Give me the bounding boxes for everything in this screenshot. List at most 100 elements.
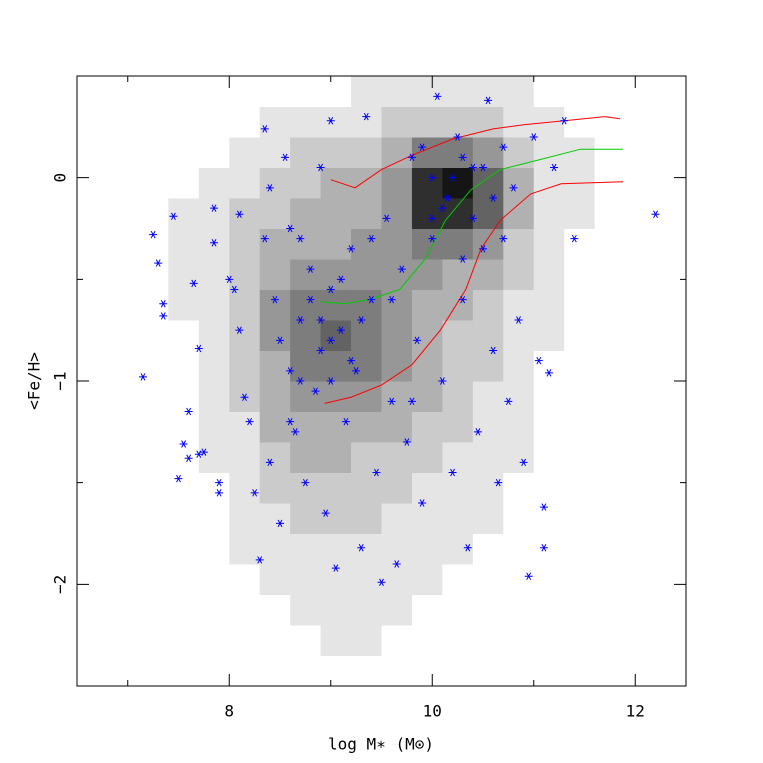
density-cell [381, 625, 413, 656]
density-cell [198, 167, 230, 199]
point [448, 468, 457, 477]
density-cell [655, 320, 687, 351]
density-cell [137, 167, 169, 199]
density-cell [259, 76, 291, 107]
density-cell [381, 228, 413, 260]
density-cell [198, 503, 230, 534]
point [281, 153, 290, 162]
density-cell [290, 564, 322, 595]
density-cell [442, 594, 474, 626]
point [311, 387, 320, 395]
density-cell [411, 289, 443, 321]
point [377, 578, 386, 587]
density-cell [77, 564, 108, 595]
density-cell [533, 259, 565, 290]
point [524, 572, 533, 580]
density-cell [320, 503, 352, 534]
density-cell [259, 503, 291, 534]
density-cell [168, 167, 200, 199]
density-cell [655, 472, 687, 504]
density-cell [77, 198, 108, 229]
point [413, 336, 422, 345]
density-cell [655, 259, 687, 290]
density-cell [259, 167, 291, 199]
point [321, 509, 330, 517]
point [306, 295, 315, 304]
density-cell [77, 76, 108, 107]
density-cell [107, 655, 139, 687]
density-cell [320, 411, 352, 443]
point [347, 356, 356, 365]
density-cell [229, 320, 261, 351]
density-cell [411, 381, 443, 412]
density-cell [411, 442, 443, 473]
density-cell [137, 381, 169, 412]
density-cell [564, 411, 596, 443]
density-cell [290, 442, 322, 473]
density-cell [503, 625, 535, 656]
density-cell [229, 76, 261, 107]
density-cell [290, 655, 322, 687]
density-cell [411, 625, 443, 656]
density-cell [137, 320, 169, 351]
density-cell [107, 381, 139, 412]
density-cell [533, 381, 565, 412]
density-cell [472, 320, 504, 351]
point [336, 326, 345, 334]
point [276, 519, 284, 528]
density-cell [655, 289, 687, 321]
density-cell [472, 289, 504, 321]
density-cell [320, 625, 352, 656]
density-cell [229, 350, 261, 382]
density-cell [533, 167, 565, 199]
density-cell [259, 228, 291, 260]
density-cell [259, 198, 291, 229]
density-cell [533, 411, 565, 443]
density-cell [655, 381, 687, 412]
point [397, 265, 406, 273]
density-cell [107, 137, 139, 168]
density-cell [533, 533, 565, 565]
density-cell [411, 411, 443, 443]
density-cell [77, 106, 108, 138]
density-cell [290, 350, 322, 382]
density-cell [503, 594, 535, 626]
point [407, 397, 416, 406]
point [544, 369, 553, 377]
density-cell [503, 350, 535, 382]
density-cell [472, 655, 504, 687]
density-cell [411, 167, 443, 199]
density-cell [594, 411, 626, 443]
density-cell [472, 259, 504, 290]
point [159, 300, 168, 308]
density-cell [168, 594, 200, 626]
density-cell [533, 228, 565, 260]
density-cell [320, 381, 352, 412]
density-cell [503, 411, 535, 443]
density-cell [290, 76, 322, 107]
density-cell [290, 625, 322, 656]
point [529, 133, 538, 141]
density-cell [564, 625, 596, 656]
density-cell [594, 442, 626, 473]
density-cell [77, 411, 108, 443]
density-cell [564, 564, 596, 595]
density-cell [290, 198, 322, 229]
axes: 8 10 12 −2 −1 0 [51, 75, 686, 721]
point [372, 468, 381, 477]
point [194, 344, 203, 353]
density-cell [259, 625, 291, 656]
point [179, 440, 188, 448]
density-cell [594, 350, 626, 382]
density-cell [655, 228, 687, 260]
density-cell [442, 655, 474, 687]
point [240, 393, 249, 401]
density-cell [77, 320, 108, 351]
point [509, 184, 518, 192]
density-cell [381, 594, 413, 626]
density-cell [320, 350, 352, 382]
density-cell [533, 472, 565, 504]
point [468, 214, 477, 223]
point [539, 503, 548, 511]
curve [320, 148, 624, 305]
